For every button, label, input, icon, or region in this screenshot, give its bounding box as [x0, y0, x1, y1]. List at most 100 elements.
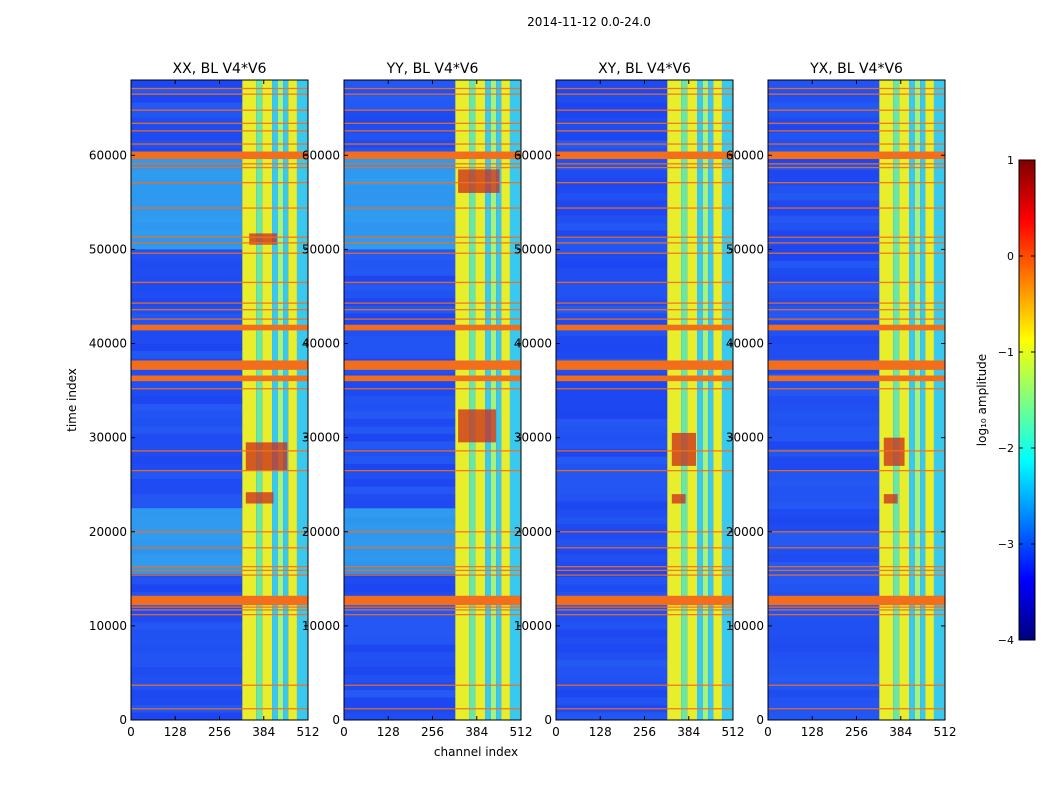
- noise-row: [344, 629, 456, 638]
- rfi-stripe: [131, 565, 308, 568]
- rfi-stripe: [344, 163, 521, 165]
- rfi-stripe: [131, 609, 308, 611]
- bright-channel-band: [713, 80, 722, 720]
- noise-row: [131, 275, 243, 284]
- noise-row: [344, 433, 456, 442]
- y-tick-label: 10000: [726, 619, 764, 633]
- noise-row: [131, 689, 243, 698]
- rfi-stripe: [131, 109, 308, 111]
- noise-row: [556, 441, 668, 449]
- rfi-stripe-thick: [344, 595, 521, 606]
- noise-row: [131, 629, 243, 638]
- rfi-stripe: [768, 302, 945, 304]
- noise-row: [344, 712, 456, 720]
- colorbar-label: log₁₀ amplitude: [975, 354, 989, 446]
- noise-row: [556, 539, 668, 547]
- x-tick-label: 128: [589, 725, 612, 739]
- noise-row: [344, 622, 456, 630]
- noise-row: [556, 298, 668, 306]
- noise-row: [131, 102, 243, 111]
- noise-row: [768, 569, 880, 577]
- noise-row: [131, 607, 243, 615]
- noise-row: [131, 298, 243, 306]
- noise-row: [556, 80, 668, 88]
- noise-row: [768, 268, 880, 276]
- noise-row: [556, 388, 668, 397]
- noise-row: [556, 682, 668, 690]
- noise-row: [556, 192, 668, 201]
- rfi-stripe: [768, 130, 945, 132]
- rfi-stripe: [131, 302, 308, 304]
- y-tick-label: 20000: [726, 525, 764, 539]
- bright-channel-band: [262, 80, 273, 720]
- noise-row: [344, 471, 456, 480]
- x-axis-label: channel index: [434, 745, 518, 759]
- noise-row: [556, 260, 668, 269]
- noise-row: [768, 584, 880, 592]
- rfi-stripe: [768, 122, 945, 124]
- noise-row: [131, 125, 243, 133]
- noise-row: [131, 381, 243, 389]
- noise-row: [556, 516, 668, 525]
- rfi-stripe-thick: [344, 324, 521, 331]
- y-tick-label: 0: [119, 713, 127, 727]
- noise-row: [556, 667, 668, 675]
- rfi-stripe: [768, 252, 945, 254]
- rfi-stripe: [556, 708, 733, 710]
- noise-row: [768, 253, 880, 261]
- heatmap-body: [768, 80, 945, 720]
- noise-row: [131, 290, 243, 299]
- rfi-stripe: [556, 181, 733, 184]
- noise-row: [768, 614, 880, 623]
- rfi-stripe: [131, 87, 308, 90]
- panel-title: YX, BL V4*V6: [809, 61, 903, 77]
- rfi-stripe: [131, 166, 308, 169]
- noise-row: [344, 268, 456, 276]
- rfi-stripe: [768, 109, 945, 111]
- noise-row: [344, 494, 456, 502]
- y-tick-label: 40000: [726, 337, 764, 351]
- rfi-stripe-thick: [768, 360, 945, 370]
- panel-title: XX, BL V4*V6: [173, 61, 267, 77]
- rfi-stripe: [556, 309, 733, 311]
- noise-row: [344, 260, 456, 269]
- noise-row: [556, 561, 668, 570]
- noise-row: [344, 486, 456, 495]
- rfi-stripe-thick: [131, 360, 308, 370]
- noise-row: [556, 117, 668, 126]
- x-tick-label: 512: [510, 725, 533, 739]
- rfi-stripe: [344, 236, 521, 238]
- rfi-stripe: [768, 242, 945, 244]
- rfi-stripe: [131, 163, 308, 165]
- noise-row: [344, 80, 456, 88]
- noise-row: [768, 471, 880, 480]
- noise-row: [556, 230, 668, 239]
- noise-row: [344, 298, 456, 306]
- noise-row: [131, 441, 243, 449]
- noise-row: [768, 260, 880, 269]
- noise-row: [556, 253, 668, 261]
- rfi-stripe: [556, 281, 733, 284]
- y-tick-label: 50000: [89, 242, 127, 256]
- noise-row: [556, 403, 668, 412]
- panel-title: XY, BL V4*V6: [598, 61, 691, 77]
- cyan-region: [344, 508, 456, 575]
- noise-row: [556, 448, 668, 457]
- x-tick-label: 256: [421, 725, 444, 739]
- rfi-stripe-thick: [556, 595, 733, 606]
- rfi-stripe: [131, 93, 308, 95]
- noise-row: [344, 102, 456, 111]
- bright-channel-band: [277, 80, 284, 720]
- y-tick-label: 20000: [302, 525, 340, 539]
- noise-row: [768, 637, 880, 645]
- rfi-stripe: [556, 684, 733, 686]
- noise-row: [556, 418, 668, 427]
- x-tick-label: 384: [465, 725, 488, 739]
- noise-row: [131, 313, 243, 321]
- noise-row: [131, 403, 243, 412]
- y-tick-label: 60000: [514, 148, 552, 162]
- rfi-stripe: [556, 531, 733, 533]
- rfi-stripe: [556, 93, 733, 95]
- y-tick-label: 10000: [302, 619, 340, 633]
- rfi-stripe: [768, 684, 945, 686]
